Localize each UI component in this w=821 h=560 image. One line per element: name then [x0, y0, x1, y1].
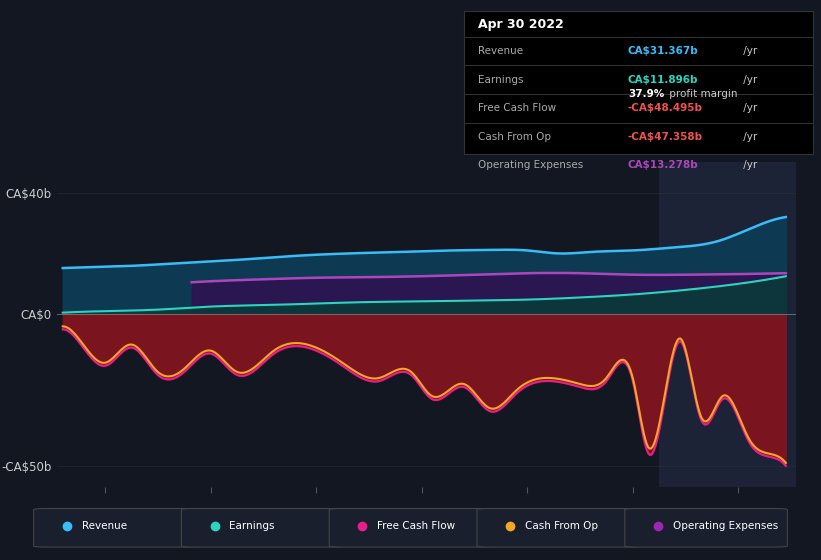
FancyBboxPatch shape — [181, 508, 344, 547]
Text: CA$13.278b: CA$13.278b — [628, 160, 699, 170]
Text: /yr: /yr — [740, 103, 757, 113]
Text: /yr: /yr — [740, 46, 757, 56]
Text: Operating Expenses: Operating Expenses — [673, 521, 778, 531]
Text: 37.9%: 37.9% — [628, 89, 664, 99]
Text: -CA$48.495b: -CA$48.495b — [628, 103, 703, 113]
Text: /yr: /yr — [740, 132, 757, 142]
Text: Free Cash Flow: Free Cash Flow — [378, 521, 456, 531]
Text: Cash From Op: Cash From Op — [478, 132, 551, 142]
Text: Apr 30 2022: Apr 30 2022 — [478, 17, 563, 31]
Text: Free Cash Flow: Free Cash Flow — [478, 103, 556, 113]
Text: /yr: /yr — [740, 160, 757, 170]
Text: /yr: /yr — [740, 74, 757, 85]
Text: CA$31.367b: CA$31.367b — [628, 46, 699, 56]
FancyBboxPatch shape — [477, 508, 640, 547]
Text: -CA$47.358b: -CA$47.358b — [628, 132, 703, 142]
Bar — [659, 162, 796, 487]
Text: profit margin: profit margin — [667, 89, 738, 99]
Text: Revenue: Revenue — [478, 46, 523, 56]
FancyBboxPatch shape — [329, 508, 492, 547]
Text: Earnings: Earnings — [230, 521, 275, 531]
Text: Earnings: Earnings — [478, 74, 523, 85]
FancyBboxPatch shape — [34, 508, 196, 547]
FancyBboxPatch shape — [625, 508, 787, 547]
Text: CA$11.896b: CA$11.896b — [628, 74, 699, 85]
Text: Cash From Op: Cash From Op — [525, 521, 598, 531]
Text: Operating Expenses: Operating Expenses — [478, 160, 583, 170]
Text: Revenue: Revenue — [82, 521, 126, 531]
